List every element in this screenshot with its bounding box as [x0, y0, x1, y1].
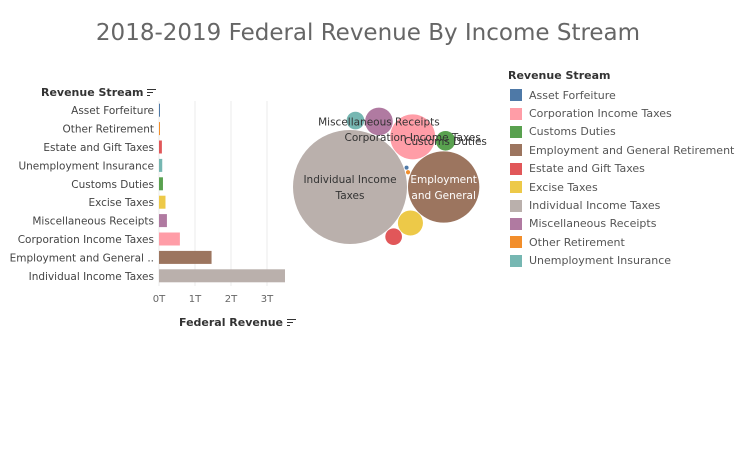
legend-swatch	[510, 236, 522, 249]
bar[interactable]	[159, 195, 166, 209]
bar[interactable]	[159, 232, 180, 246]
bar[interactable]	[159, 122, 160, 136]
category-label: Individual Income Taxes	[29, 271, 154, 283]
legend: Asset Forfeiture Corporation Income Taxes…	[510, 86, 734, 270]
category-label: Corporation Income Taxes	[18, 234, 154, 246]
row-header-label: Revenue Stream	[41, 86, 144, 99]
axis-title: Federal Revenue	[179, 316, 283, 329]
bar-chart: 0T 1T 2T 3T Asset Forfeiture Other Retirement…	[10, 101, 285, 305]
legend-label: Other Retirement	[529, 235, 625, 249]
bar[interactable]	[159, 214, 167, 228]
x-tick-label: 3T	[261, 294, 274, 305]
bubble-label: Taxes	[335, 190, 365, 202]
legend-swatch	[510, 125, 522, 138]
x-tick-label: 0T	[153, 294, 166, 305]
bar[interactable]	[159, 158, 163, 172]
bubble[interactable]	[365, 107, 393, 136]
legend-item[interactable]: Estate and Gift Taxes	[510, 160, 734, 178]
bar[interactable]	[159, 269, 285, 283]
legend-label: Excise Taxes	[529, 180, 598, 194]
bubble-label: Employment	[410, 174, 477, 186]
legend-label: Customs Duties	[529, 125, 616, 139]
legend-item[interactable]: Asset Forfeiture	[510, 86, 734, 104]
legend-label: Asset Forfeiture	[529, 88, 616, 102]
category-label: Estate and Gift Taxes	[43, 142, 154, 154]
category-label: Employment and General ..	[10, 252, 154, 264]
legend-swatch	[510, 107, 522, 120]
sort-icon[interactable]	[147, 88, 157, 97]
legend-item[interactable]: Other Retirement	[510, 233, 734, 251]
bubble[interactable]	[435, 130, 456, 151]
legend-swatch	[510, 199, 522, 212]
legend-label: Unemployment Insurance	[529, 254, 672, 268]
legend-item[interactable]: Employment and General Retirement	[510, 141, 734, 159]
category-label: Unemployment Insurance	[18, 160, 154, 172]
legend-item[interactable]: Unemployment Insurance	[510, 252, 734, 270]
bubble-label: Corporation Income Taxes	[345, 132, 481, 144]
bubble[interactable]	[397, 210, 423, 236]
legend-swatch	[510, 144, 522, 157]
category-label: Asset Forfeiture	[71, 105, 154, 117]
legend-item[interactable]: Corporation Income Taxes	[510, 104, 734, 122]
legend-swatch	[510, 181, 522, 194]
legend-title: Revenue Stream	[508, 69, 611, 82]
bar[interactable]	[159, 140, 162, 154]
legend-swatch	[510, 89, 522, 102]
bubble[interactable]	[293, 130, 407, 244]
bubble[interactable]	[390, 114, 436, 160]
bubble-label: Customs Duties	[404, 136, 487, 148]
bubble[interactable]	[404, 165, 409, 170]
legend-label: Individual Income Taxes	[529, 199, 661, 213]
bubble-label: Individual Income	[303, 174, 396, 186]
bubble-label: Miscellaneous Receipts	[318, 116, 440, 128]
legend-label: Corporation Income Taxes	[529, 107, 672, 121]
legend-item[interactable]: Individual Income Taxes	[510, 196, 734, 214]
legend-item[interactable]: Miscellaneous Receipts	[510, 215, 734, 233]
bubble-label: and General	[411, 190, 475, 202]
chart-title: 2018-2019 Federal Revenue By Income Stre…	[95, 20, 641, 46]
legend-swatch	[510, 162, 522, 175]
x-tick-label: 1T	[189, 294, 202, 305]
bubble[interactable]	[405, 170, 411, 175]
bubble[interactable]	[385, 228, 402, 246]
legend-item[interactable]: Excise Taxes	[510, 178, 734, 196]
bubble-chart: Individual Income Taxes Employment and Gene…	[293, 107, 487, 246]
row-header[interactable]: Revenue Stream	[41, 86, 157, 99]
legend-item[interactable]: Customs Duties	[510, 123, 734, 141]
bar[interactable]	[159, 250, 212, 264]
legend-label: Miscellaneous Receipts	[529, 217, 657, 231]
legend-label: Employment and General Retirement	[529, 143, 735, 157]
legend-swatch	[510, 254, 522, 267]
category-label: Customs Duties	[71, 179, 154, 191]
category-label: Miscellaneous Receipts	[32, 216, 154, 228]
sort-icon[interactable]	[287, 318, 296, 327]
axis-header[interactable]: Federal Revenue	[179, 316, 296, 329]
legend-swatch	[510, 217, 522, 230]
bar[interactable]	[159, 177, 163, 191]
legend-label: Estate and Gift Taxes	[529, 162, 645, 176]
category-label: Other Retirement	[63, 124, 154, 136]
bar[interactable]	[159, 103, 160, 117]
x-tick-label: 2T	[225, 294, 238, 305]
bubble[interactable]	[408, 151, 480, 223]
bubble[interactable]	[346, 111, 365, 130]
category-label: Excise Taxes	[88, 197, 154, 209]
